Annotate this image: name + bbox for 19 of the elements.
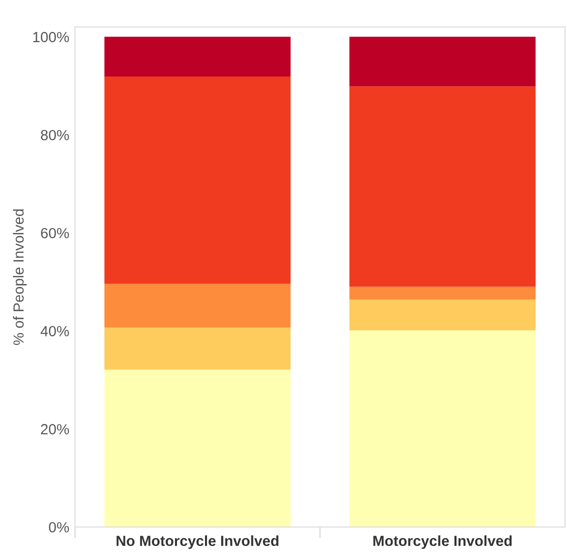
bar (349, 286, 536, 300)
y-tick-label: 100% (33, 32, 69, 42)
y-tick-label: 60% (41, 228, 69, 238)
bar (104, 284, 291, 328)
x-tick-label: Motorcycle Involved (373, 535, 512, 549)
y-tick-label: 40% (40, 326, 69, 336)
bar (104, 76, 291, 284)
bar (349, 330, 536, 527)
bar (349, 300, 536, 330)
bar (349, 86, 536, 287)
bar (104, 36, 291, 77)
bar (104, 370, 291, 527)
y-tick-label: 80% (40, 130, 69, 140)
y-tick-label: 20% (40, 424, 69, 434)
x-tick-label: No Motorcycle Involved (116, 535, 278, 549)
y-tick-label: 0% (48, 522, 69, 532)
y-axis-title: % of People Involved (13, 209, 27, 345)
bar (349, 36, 536, 86)
bar (104, 327, 291, 370)
